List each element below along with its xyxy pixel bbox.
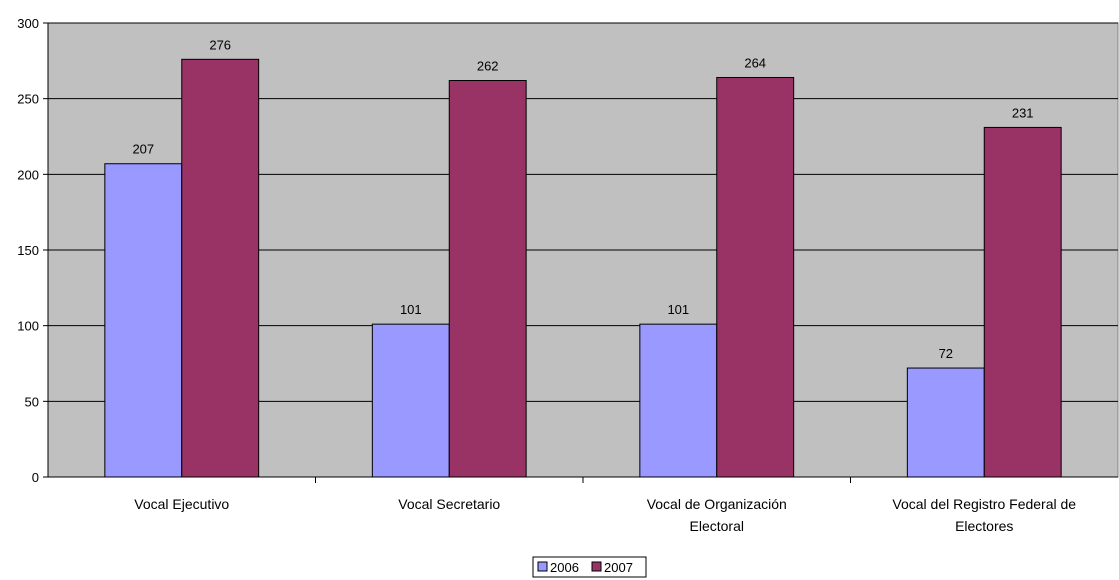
bar-2007: [983, 126, 1062, 478]
data-labels: 207 276 101 262 101 264 72 231: [132, 37, 1033, 361]
legend: 2006 2007: [532, 556, 647, 578]
data-label: 72: [939, 346, 953, 361]
data-label: 276: [209, 37, 231, 52]
x-category-label: Vocal de Organización: [647, 496, 787, 512]
legend-label: 2006: [550, 560, 579, 575]
bar-2007: [181, 58, 260, 478]
data-label: 101: [400, 302, 422, 317]
y-tick-label: 300: [17, 16, 39, 31]
y-tick-label: 100: [17, 319, 39, 334]
data-label: 264: [744, 55, 766, 70]
bar-2006: [906, 367, 985, 478]
y-tick-label: 200: [17, 167, 39, 182]
legend-swatch-2007: [591, 561, 602, 572]
y-tick-label: 250: [17, 92, 39, 107]
legend-label: 2007: [604, 560, 633, 575]
legend-box: [532, 556, 647, 578]
data-label: 262: [477, 59, 499, 74]
x-category-label: Electores: [955, 518, 1013, 534]
axes: 0 50 100 150 200 250 300 Vocal Ejecutivo Vocal S…: [17, 16, 1118, 534]
legend-swatch-2006: [537, 561, 548, 572]
bar-2006: [639, 323, 718, 478]
bar-2007: [716, 76, 795, 478]
data-label: 231: [1012, 105, 1034, 120]
bar-2007: [448, 80, 527, 478]
x-category-label: Vocal Secretario: [398, 496, 500, 512]
bar-2006: [371, 323, 450, 478]
x-category-label: Vocal Ejecutivo: [134, 496, 229, 512]
data-label: 207: [132, 142, 154, 157]
y-tick-label: 0: [32, 470, 39, 485]
bar-2006: [104, 163, 183, 478]
y-tick-label: 150: [17, 243, 39, 258]
x-category-label: Vocal del Registro Federal de: [892, 496, 1076, 512]
y-tick-label: 50: [25, 394, 39, 409]
data-label: 101: [667, 302, 689, 317]
bars: [104, 58, 1062, 478]
x-category-label: Electoral: [690, 518, 744, 534]
